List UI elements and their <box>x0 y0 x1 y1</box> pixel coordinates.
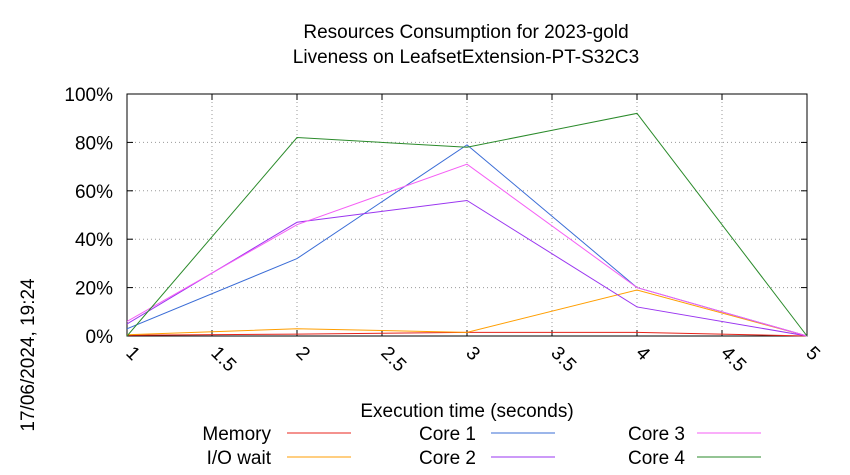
legend-label-core-3: Core 3 <box>628 424 685 445</box>
x-tick-label: 3.5 <box>546 343 580 377</box>
x-tick-label: 4 <box>631 343 654 366</box>
series-line-i-o-wait <box>126 289 808 337</box>
y-tick-label: 40% <box>75 230 113 251</box>
series-line-core-3 <box>126 163 808 337</box>
chart-title: Resources Consumption for 2023-gold <box>303 22 628 43</box>
x-tick-label: 2 <box>291 343 313 365</box>
legend-label-memory: Memory <box>202 424 271 445</box>
chart-subtitle: Liveness on LeafsetExtension-PT-S32C3 <box>293 47 639 68</box>
legend-label-i-o-wait: I/O wait <box>207 448 272 469</box>
x-tick-label: 2.5 <box>376 343 410 377</box>
y-tick-label: 80% <box>75 133 113 154</box>
y-tick-label: 20% <box>75 279 113 300</box>
y-tick-label: 60% <box>75 182 113 203</box>
legend-label-core-1: Core 1 <box>419 424 476 445</box>
x-tick-label: 3 <box>461 343 483 365</box>
x-tick-label: 1.5 <box>206 343 240 377</box>
y-tick-label: 100% <box>64 85 113 106</box>
x-tick-label: 1 <box>121 343 143 365</box>
legend-label-core-2: Core 2 <box>419 448 476 469</box>
series <box>126 112 808 337</box>
x-tick-label: 4.5 <box>716 343 750 377</box>
side-label: 17/06/2024, 19:24 <box>18 278 39 432</box>
legend-label-core-4: Core 4 <box>628 448 685 469</box>
series-line-core-4 <box>126 112 808 337</box>
x-axis-label: Execution time (seconds) <box>360 401 573 422</box>
grid <box>126 93 808 337</box>
series-line-core-2 <box>126 199 808 337</box>
y-tick-label: 0% <box>86 327 114 348</box>
legend: Memory I/O wait Core 1 Core 2 Core 3 Core 4 <box>202 424 761 469</box>
x-tick-label: 5 <box>801 343 823 365</box>
